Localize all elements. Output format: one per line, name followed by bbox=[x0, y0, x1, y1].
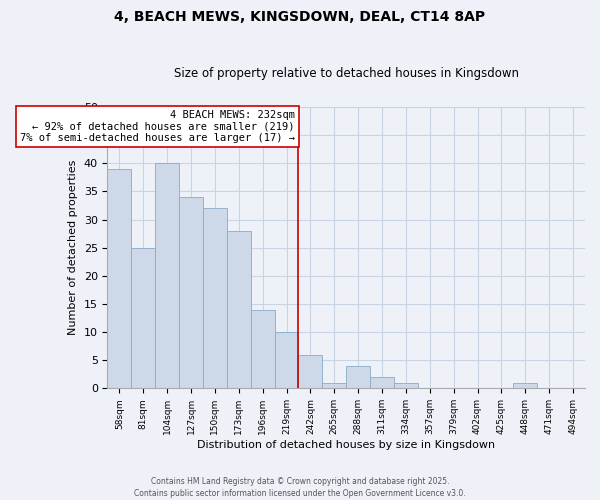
Title: Size of property relative to detached houses in Kingsdown: Size of property relative to detached ho… bbox=[174, 66, 519, 80]
Bar bbox=[227, 231, 251, 388]
Text: Contains HM Land Registry data © Crown copyright and database right 2025.
Contai: Contains HM Land Registry data © Crown c… bbox=[134, 476, 466, 498]
Text: 4 BEACH MEWS: 232sqm
← 92% of detached houses are smaller (219)
7% of semi-detac: 4 BEACH MEWS: 232sqm ← 92% of detached h… bbox=[20, 110, 295, 143]
Bar bbox=[203, 208, 227, 388]
Bar bbox=[394, 382, 418, 388]
Bar bbox=[179, 197, 203, 388]
Bar bbox=[155, 164, 179, 388]
X-axis label: Distribution of detached houses by size in Kingsdown: Distribution of detached houses by size … bbox=[197, 440, 496, 450]
Bar bbox=[514, 382, 537, 388]
Text: 4, BEACH MEWS, KINGSDOWN, DEAL, CT14 8AP: 4, BEACH MEWS, KINGSDOWN, DEAL, CT14 8AP bbox=[115, 10, 485, 24]
Bar bbox=[107, 169, 131, 388]
Bar bbox=[275, 332, 298, 388]
Bar bbox=[298, 354, 322, 388]
Bar bbox=[346, 366, 370, 388]
Bar bbox=[370, 377, 394, 388]
Bar bbox=[251, 310, 275, 388]
Bar bbox=[322, 382, 346, 388]
Bar bbox=[131, 248, 155, 388]
Y-axis label: Number of detached properties: Number of detached properties bbox=[68, 160, 78, 336]
